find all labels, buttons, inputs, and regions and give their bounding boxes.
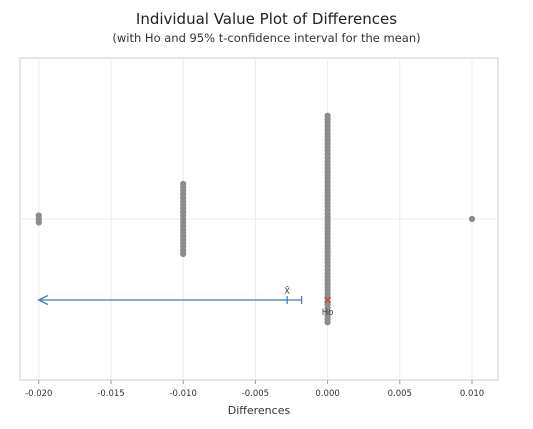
data-point [35,219,42,226]
data-point [180,250,187,258]
x-axis-label: Differences [228,404,291,417]
ci-lower-open-arrow [37,294,49,306]
x-tick-label: -0.005 [242,389,269,399]
chart-title: Individual Value Plot of Differences [135,10,398,28]
data-point [324,319,331,326]
x-tick-label: 0.010 [460,389,484,399]
x-tick-label: -0.010 [169,389,196,399]
ho-marker [324,296,332,304]
x-tick-label: -0.020 [25,389,52,399]
ho-label: Ho [322,308,334,318]
mean-label: X̄ [284,285,290,297]
x-tick-label: 0.005 [388,389,412,399]
x-tick-label: -0.015 [97,389,124,399]
data-point [468,215,476,223]
chart-subtitle: (with Ho and 95% t-confidence interval f… [112,31,421,45]
x-tick-label: 0.000 [315,389,339,399]
